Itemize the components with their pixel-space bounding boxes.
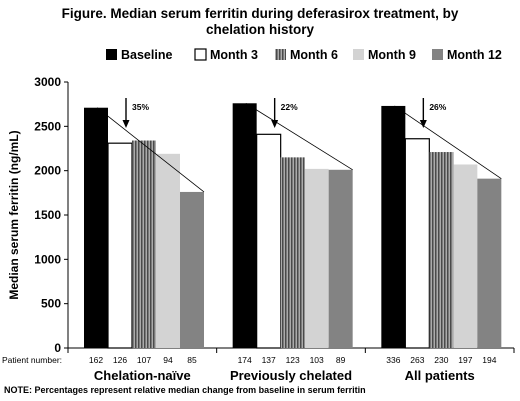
bar-month-12 [477,178,502,348]
y-tick-label: 2000 [34,164,61,178]
bar-month-6 [280,157,305,348]
patient-count: 85 [187,355,197,365]
trend-line [96,107,205,193]
bar-month-3 [404,138,430,349]
legend-label: Month 9 [368,48,416,62]
chart-title-line-1: Figure. Median serum ferritin during def… [61,6,459,21]
y-tick-label: 500 [41,297,61,311]
trend-line [245,102,353,171]
bar-month-12 [180,191,204,348]
legend-label: Month 12 [447,48,502,62]
y-tick-label: 1000 [34,252,61,266]
y-tick-label: 1500 [34,208,61,222]
bar-month-6 [132,140,156,348]
bar-month-3 [107,142,133,349]
change-annotation: 22% [281,102,298,112]
patient-count: 137 [262,355,276,365]
patient-count: 162 [89,355,103,365]
chart-title-line-2: chelation history [205,22,315,37]
legend-swatch [194,48,207,61]
patient-count: 174 [238,355,252,365]
change-annotation: 35% [132,102,149,112]
y-tick-label: 2500 [34,119,61,133]
legend-swatch [432,49,443,60]
legend-swatch [275,49,286,60]
y-tick-label: 0 [54,341,61,355]
patient-count: 194 [482,355,496,365]
patient-count: 263 [410,355,424,365]
trend-line [394,105,502,179]
bar-month-9 [453,164,478,348]
labels: Patient number: 162 126 107 94 85 35% Chelation… [2,102,497,383]
bar-month-9 [304,168,329,348]
bar-baseline [381,105,406,348]
patient-count: 103 [310,355,324,365]
footnote: NOTE: Percentages represent relative med… [4,385,366,395]
bar-month-12 [328,169,353,348]
group-label: Previously chelated [230,368,352,383]
group-label: All patients [405,368,475,383]
legend-label: Month 6 [290,48,338,62]
bar-month-6 [429,152,454,348]
legend-swatch [106,49,117,60]
bar-baseline [232,103,257,348]
y-tick-label: 3000 [34,75,61,89]
legend: Baseline Month 3 Month 6 Month 9 Month 12 [106,48,502,62]
patient-count: 123 [286,355,300,365]
change-annotation: 26% [429,102,446,112]
bar-baseline [84,107,108,348]
patient-count: 197 [458,355,472,365]
patient-count: 336 [386,355,400,365]
change-arrow-head [419,120,427,128]
change-arrow-head [271,120,279,128]
patient-count: 94 [163,355,173,365]
bar-month-9 [156,153,180,348]
patient-count: 230 [434,355,448,365]
group-label: Chelation-naïve [94,368,191,383]
bars [84,98,502,349]
patient-count: 126 [113,355,127,365]
patient-count: 89 [336,355,346,365]
patient-number-label: Patient number: [2,355,62,365]
bar-month-3 [256,133,282,349]
patient-count: 107 [137,355,151,365]
y-axis-label: Median serum ferritin (ng/mL) [7,130,21,299]
legend-label: Baseline [121,48,172,62]
change-arrow-head [122,120,130,128]
legend-swatch [353,49,364,60]
legend-label: Month 3 [210,48,258,62]
